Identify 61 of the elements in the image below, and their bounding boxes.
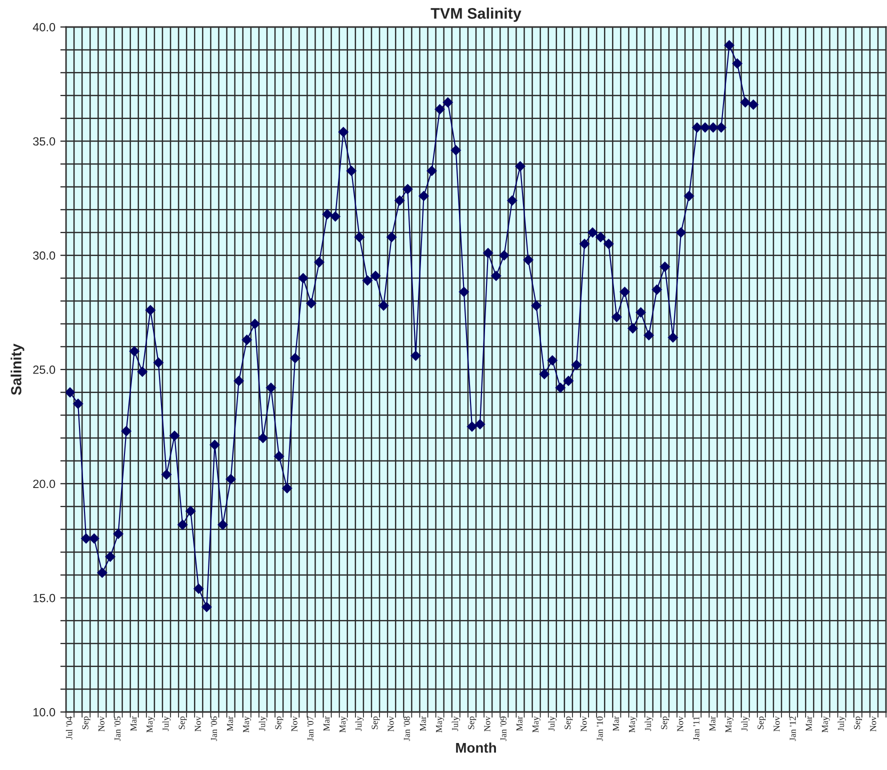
x-tick-label: Jan '10 bbox=[596, 716, 603, 741]
x-tick-label: July bbox=[548, 716, 556, 732]
x-tick-label: Mar bbox=[227, 716, 234, 731]
x-tick-label: Mar bbox=[612, 716, 619, 731]
x-tick-label: Jan '07 bbox=[307, 716, 314, 741]
y-tick-label: 15.0 bbox=[34, 594, 56, 602]
x-tick-label: Mar bbox=[806, 716, 812, 731]
x-tick-label: May bbox=[532, 716, 540, 732]
x-tick-label: July bbox=[162, 716, 171, 732]
x-tick-label: Jan '05 bbox=[114, 716, 121, 741]
x-tick-label: July bbox=[355, 716, 364, 732]
x-tick-label: Sep bbox=[758, 716, 766, 730]
x-tick-label: Sep bbox=[372, 716, 380, 730]
y-tick-label: 20.0 bbox=[33, 480, 56, 488]
x-tick-label: Mar bbox=[324, 716, 330, 731]
y-tick-label: 10.0 bbox=[34, 708, 56, 716]
chart-title: TVM Salinity bbox=[430, 8, 522, 22]
x-tick-label: Nov bbox=[194, 716, 201, 732]
y-tick-label: 40.0 bbox=[32, 23, 56, 32]
x-tick-label: Jan '12 bbox=[790, 716, 796, 741]
x-tick-label: May bbox=[436, 716, 444, 732]
x-tick-label: Mar bbox=[130, 716, 137, 731]
y-tick-label: 35.0 bbox=[33, 137, 56, 146]
x-tick-label: Sep bbox=[82, 716, 90, 730]
y-tick-label: 30.0 bbox=[33, 251, 56, 260]
y-axis-title: Salinity bbox=[10, 344, 24, 396]
x-tick-label: July bbox=[452, 716, 460, 732]
x-tick-label: Nov bbox=[580, 716, 587, 732]
x-tick-label: May bbox=[822, 716, 830, 732]
x-tick-label: Sep bbox=[275, 716, 284, 730]
x-tick-label: Jul '04 bbox=[66, 716, 72, 740]
x-tick-label: Nov bbox=[870, 716, 876, 732]
x-tick-label: May bbox=[146, 716, 155, 732]
x-tick-label: Nov bbox=[388, 716, 394, 732]
x-tick-label: Jan '06 bbox=[210, 716, 217, 741]
x-tick-label: May bbox=[725, 716, 734, 732]
x-tick-label: July bbox=[838, 716, 846, 732]
x-tick-label: Mar bbox=[709, 716, 716, 731]
x-tick-label: July bbox=[741, 716, 750, 732]
x-tick-label: July bbox=[644, 716, 653, 732]
x-tick-label: May bbox=[629, 716, 637, 732]
x-tick-label: Sep bbox=[661, 716, 670, 730]
x-tick-label: Jan '08 bbox=[404, 716, 410, 741]
x-tick-label: Nov bbox=[98, 716, 104, 732]
x-tick-label: Mar bbox=[420, 716, 426, 731]
x-tick-label: Sep bbox=[178, 716, 187, 730]
x-tick-label: Jan '11 bbox=[693, 716, 700, 741]
x-tick-label: Nov bbox=[774, 716, 780, 732]
x-tick-label: Jan '09 bbox=[500, 716, 506, 741]
x-tick-label: July bbox=[258, 716, 268, 732]
x-tick-label: Sep bbox=[468, 716, 476, 730]
x-tick-label: Mar bbox=[516, 716, 522, 731]
x-tick-label: Sep bbox=[564, 716, 573, 730]
x-tick-label: Nov bbox=[291, 716, 298, 732]
x-tick-label: Sep bbox=[854, 716, 862, 730]
y-tick-label: 25.0 bbox=[33, 366, 56, 374]
x-axis-title: Month bbox=[456, 742, 496, 753]
x-tick-label: May bbox=[340, 716, 348, 732]
x-tick-label: Nov bbox=[677, 716, 684, 732]
x-tick-label: May bbox=[243, 716, 251, 732]
x-tick-label: Nov bbox=[484, 716, 490, 732]
